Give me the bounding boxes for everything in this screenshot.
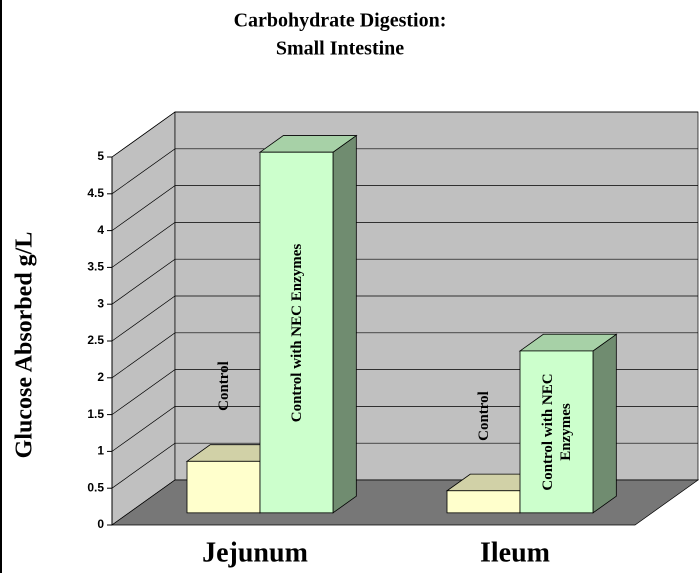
chart-title: Small Intestine: [276, 38, 404, 60]
y-tick-label: 4: [97, 223, 104, 237]
grid-line: [111, 295, 698, 342]
y-tick-label: 2: [97, 370, 104, 384]
y-tick-label: 3: [97, 296, 104, 310]
chart-title: Carbohydrate Digestion:: [234, 10, 447, 32]
x-tick-label: Ileum: [480, 537, 550, 568]
grid-line: [111, 222, 698, 268]
data-label: Control with NEC Enzymes: [288, 243, 305, 422]
y-tick-label: 1: [97, 444, 104, 458]
bar: [519, 350, 594, 514]
y-tick-label: 5: [97, 149, 104, 163]
y-tick-label: 0.5: [87, 480, 104, 494]
grid-line: [111, 332, 698, 379]
bar: [259, 151, 334, 514]
bar-side: [592, 333, 617, 514]
grid-line: [111, 185, 698, 231]
y-tick-label: 1.5: [87, 407, 104, 421]
y-tick-label: 0: [97, 517, 104, 531]
data-label: Control: [215, 361, 232, 412]
grid-line: [111, 258, 698, 305]
y-tick-label: 4.5: [87, 186, 104, 200]
y-tick-label: 3.5: [87, 260, 104, 274]
y-axis-label: Glucose Absorbed g/L: [12, 232, 38, 459]
bar-side: [332, 134, 357, 514]
data-label: Control: [475, 390, 492, 441]
data-label: Control with NEC Enzymes: [539, 373, 574, 491]
x-tick-label: Jejunum: [202, 537, 308, 568]
bar: [186, 460, 261, 514]
bar: [446, 490, 521, 514]
grid-line: [111, 148, 698, 195]
grid-line: [111, 111, 698, 158]
y-tick-label: 2.5: [87, 333, 104, 347]
